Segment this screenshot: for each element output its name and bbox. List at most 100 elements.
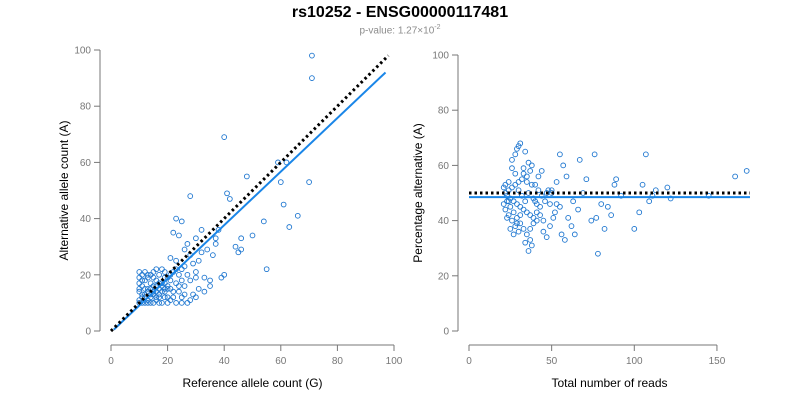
data-point xyxy=(525,248,532,254)
data-point xyxy=(509,165,515,172)
data-point xyxy=(215,226,222,233)
x-axis-title: Reference allele count (G) xyxy=(182,376,322,390)
data-point xyxy=(187,297,194,303)
data-point xyxy=(505,212,512,218)
data-point xyxy=(144,271,151,278)
y-tick-label: 100 xyxy=(74,46,91,57)
data-point xyxy=(510,209,517,216)
data-point xyxy=(156,294,162,301)
data-point xyxy=(147,300,154,306)
data-point xyxy=(147,280,154,287)
data-point xyxy=(533,217,540,224)
data-point xyxy=(235,249,242,256)
x-tick-label: 150 xyxy=(709,356,726,367)
data-point xyxy=(515,228,522,235)
data-point xyxy=(520,165,527,172)
data-point xyxy=(167,277,174,284)
data-point xyxy=(505,179,512,185)
y-tick-label: 80 xyxy=(80,102,92,113)
data-point xyxy=(618,192,624,199)
data-point xyxy=(537,203,543,210)
y-axis-title: Percentage alternative (A) xyxy=(411,123,425,262)
data-point xyxy=(530,195,537,202)
y-tick-label: 20 xyxy=(80,270,92,281)
data-point xyxy=(530,220,537,227)
data-point xyxy=(636,209,643,216)
data-point xyxy=(542,198,548,205)
x-tick-label: 60 xyxy=(275,356,287,367)
data-point xyxy=(514,214,520,221)
data-point xyxy=(218,274,225,281)
data-point xyxy=(176,232,182,239)
reference-line xyxy=(109,54,390,333)
data-point xyxy=(187,193,194,199)
data-point xyxy=(639,181,646,188)
data-point xyxy=(532,181,538,188)
data-point xyxy=(153,277,160,284)
data-point xyxy=(277,179,284,185)
data-point xyxy=(571,231,578,238)
data-point xyxy=(512,181,519,188)
chart-subtitle: p-value: 1.27×10-2 xyxy=(0,24,800,36)
data-point xyxy=(207,277,213,284)
data-point xyxy=(193,235,199,242)
data-point xyxy=(527,226,534,232)
data-point xyxy=(591,151,598,158)
data-point xyxy=(176,283,182,289)
data-point xyxy=(150,274,157,281)
data-point xyxy=(224,190,230,197)
data-point xyxy=(524,209,530,216)
data-point xyxy=(221,271,228,278)
data-point xyxy=(613,176,619,183)
scatter-panel-allele-counts: 0 20 40 60 80 100 0 20 40 60 80 100 Reference allele… xyxy=(57,46,403,391)
data-point xyxy=(139,283,145,289)
data-point xyxy=(136,269,143,275)
data-point xyxy=(142,269,148,275)
data-point xyxy=(142,277,148,284)
data-point xyxy=(557,203,563,210)
x-tick-label: 0 xyxy=(108,356,114,367)
data-point xyxy=(249,232,256,239)
data-point xyxy=(500,184,507,191)
data-point xyxy=(517,203,524,210)
data-point xyxy=(527,212,534,218)
data-point xyxy=(576,157,583,163)
data-point xyxy=(173,257,179,264)
data-point xyxy=(519,176,525,183)
data-point xyxy=(515,143,522,149)
data-point xyxy=(201,274,208,281)
x-tick-label: 100 xyxy=(626,356,643,367)
data-point xyxy=(515,179,522,185)
data-point xyxy=(164,294,171,301)
data-point xyxy=(238,246,245,253)
data-point xyxy=(190,260,196,267)
data-point xyxy=(156,300,162,306)
data-point xyxy=(173,280,179,287)
data-point xyxy=(643,151,649,158)
data-point xyxy=(161,269,168,275)
y-tick-label: 0 xyxy=(443,327,449,338)
data-point xyxy=(524,231,530,238)
data-point xyxy=(187,277,194,284)
data-point xyxy=(538,168,545,174)
data-point xyxy=(527,168,534,174)
data-point xyxy=(198,249,205,256)
data-point xyxy=(528,242,535,249)
x-tick-label: 40 xyxy=(219,356,231,367)
y-tick-label: 40 xyxy=(80,214,92,225)
data-point xyxy=(533,201,540,207)
data-point xyxy=(195,286,202,292)
data-point xyxy=(263,266,270,273)
data-point xyxy=(528,181,535,188)
data-point xyxy=(509,157,515,163)
data-point xyxy=(161,288,168,295)
data-point xyxy=(522,198,529,205)
data-point xyxy=(159,300,165,306)
data-point xyxy=(562,237,568,243)
data-point xyxy=(504,214,510,221)
data-point xyxy=(164,300,171,306)
data-point xyxy=(553,179,560,185)
data-point xyxy=(522,239,529,246)
data-point xyxy=(221,134,228,140)
data-point xyxy=(652,187,659,194)
